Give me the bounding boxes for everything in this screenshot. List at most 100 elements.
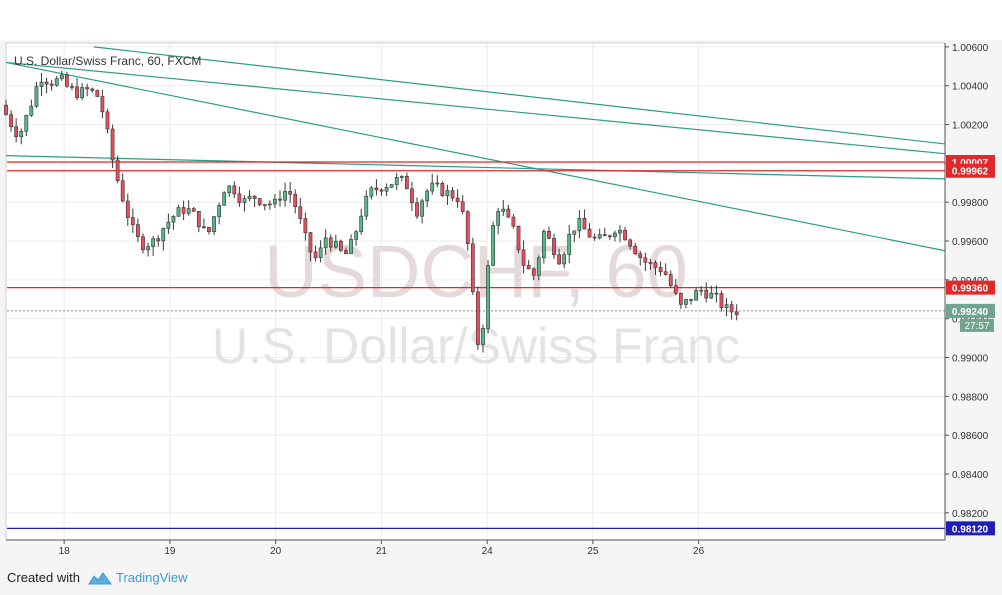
candle-up[interactable] <box>227 185 232 194</box>
candle-up[interactable] <box>217 205 221 217</box>
candle-up[interactable] <box>572 230 577 235</box>
candle-down[interactable] <box>339 240 343 251</box>
candle-up[interactable] <box>577 218 582 232</box>
candle-up[interactable] <box>699 289 704 292</box>
candle-down[interactable] <box>14 126 19 138</box>
candle-up[interactable] <box>59 74 64 80</box>
candlestick-chart[interactable]: USDCHF, 60 U.S. Dollar/Swiss Franc 1.006… <box>0 0 1002 560</box>
candle-down[interactable] <box>379 189 384 192</box>
candle-down[interactable] <box>633 245 638 255</box>
candle-down[interactable] <box>202 226 206 229</box>
candle-up[interactable] <box>146 246 150 251</box>
candle-down[interactable] <box>531 268 536 276</box>
candle-down[interactable] <box>582 218 587 230</box>
candle-up[interactable] <box>597 234 602 239</box>
candle-up[interactable] <box>359 215 364 233</box>
candle-up[interactable] <box>222 192 227 206</box>
tradingview-logo-icon[interactable] <box>88 571 112 585</box>
candle-down[interactable] <box>516 225 521 251</box>
candle-down[interactable] <box>9 114 13 128</box>
candle-down[interactable] <box>4 104 8 115</box>
candle-up[interactable] <box>430 182 435 192</box>
candle-down[interactable] <box>95 90 100 97</box>
candle-up[interactable] <box>709 292 714 299</box>
candle-up[interactable] <box>54 78 59 86</box>
candle-down[interactable] <box>506 208 511 218</box>
trend-line[interactable] <box>5 61 946 252</box>
candle-down[interactable] <box>455 197 460 203</box>
candle-down[interactable] <box>125 200 130 218</box>
candle-up[interactable] <box>694 290 698 301</box>
candle-down[interactable] <box>470 243 475 293</box>
candle-down[interactable] <box>130 217 135 225</box>
candle-down[interactable] <box>298 206 303 219</box>
candle-down[interactable] <box>70 86 74 88</box>
candle-up[interactable] <box>349 239 353 254</box>
candle-down[interactable] <box>415 202 419 217</box>
trend-line[interactable] <box>5 155 946 180</box>
candle-up[interactable] <box>420 200 424 217</box>
candle-up[interactable] <box>394 177 399 185</box>
candle-down[interactable] <box>704 289 709 299</box>
candle-down[interactable] <box>511 216 516 227</box>
candle-down[interactable] <box>344 250 348 254</box>
candle-down[interactable] <box>410 188 414 203</box>
candle-down[interactable] <box>110 128 115 161</box>
candle-down[interactable] <box>237 193 242 203</box>
candle-up[interactable] <box>425 190 430 202</box>
candle-down[interactable] <box>328 237 333 248</box>
candle-down[interactable] <box>156 238 161 242</box>
candle-up[interactable] <box>19 130 24 138</box>
candle-up[interactable] <box>318 247 323 258</box>
candle-up[interactable] <box>161 228 166 242</box>
candle-down[interactable] <box>440 182 445 196</box>
candle-down[interactable] <box>689 299 693 301</box>
candle-up[interactable] <box>333 240 338 248</box>
candle-up[interactable] <box>39 81 44 87</box>
candle-up[interactable] <box>389 184 394 188</box>
candle-up[interactable] <box>151 238 156 247</box>
candle-down[interactable] <box>191 208 196 212</box>
candle-down[interactable] <box>49 83 54 86</box>
candle-up[interactable] <box>273 198 277 205</box>
candle-up[interactable] <box>618 229 622 234</box>
candle-up[interactable] <box>536 257 541 276</box>
tradingview-link[interactable]: TradingView <box>115 570 188 585</box>
candle-up[interactable] <box>445 190 450 196</box>
candle-down[interactable] <box>526 265 531 270</box>
candle-up[interactable] <box>176 207 181 217</box>
candle-up[interactable] <box>567 233 572 255</box>
candle-down[interactable] <box>75 86 79 99</box>
candle-down[interactable] <box>465 211 470 244</box>
trend-line[interactable] <box>93 46 946 145</box>
candle-down[interactable] <box>105 111 110 130</box>
candle-down[interactable] <box>374 187 379 191</box>
candle-up[interactable] <box>212 216 216 233</box>
candle-down[interactable] <box>719 293 724 309</box>
candle-down[interactable] <box>196 211 201 228</box>
candle-up[interactable] <box>364 195 369 217</box>
candle-up[interactable] <box>354 231 358 240</box>
candle-up[interactable] <box>369 187 374 197</box>
candle-down[interactable] <box>181 207 186 214</box>
candle-down[interactable] <box>547 230 551 239</box>
candle-down[interactable] <box>308 232 313 253</box>
candle-up[interactable] <box>171 216 176 223</box>
candle-up[interactable] <box>24 115 29 132</box>
candle-down[interactable] <box>288 191 293 195</box>
chart-area[interactable]: USDCHF, 60 U.S. Dollar/Swiss Franc 1.006… <box>0 0 1002 560</box>
candle-up[interactable] <box>399 175 404 178</box>
candle-down[interactable] <box>673 285 678 294</box>
candle-down[interactable] <box>136 224 140 238</box>
candle-down[interactable] <box>521 249 526 266</box>
trend-line[interactable] <box>5 61 946 155</box>
candle-down[interactable] <box>592 236 597 239</box>
candle-up[interactable] <box>267 203 272 206</box>
candle-down[interactable] <box>257 198 262 205</box>
candle-down[interactable] <box>303 218 308 233</box>
candle-down[interactable] <box>602 234 607 237</box>
candle-down[interactable] <box>85 87 90 90</box>
candle-down[interactable] <box>714 292 719 295</box>
candle-down[interactable] <box>678 293 683 305</box>
candle-up[interactable] <box>80 87 84 99</box>
